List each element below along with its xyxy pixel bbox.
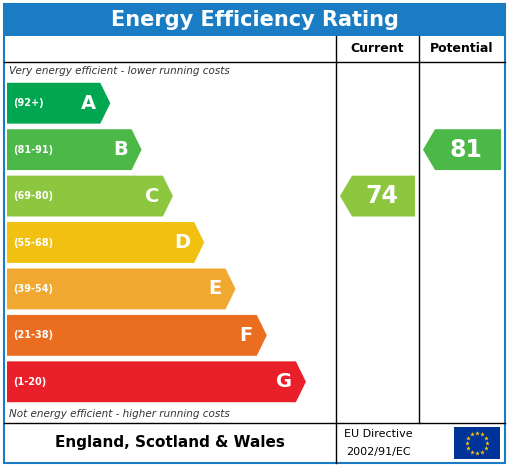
Polygon shape [7, 269, 236, 309]
Polygon shape [340, 176, 415, 217]
Text: G: G [276, 372, 292, 391]
Text: Very energy efficient - lower running costs: Very energy efficient - lower running co… [9, 66, 230, 76]
Polygon shape [7, 83, 110, 124]
Text: (39-54): (39-54) [13, 284, 53, 294]
Text: 74: 74 [365, 184, 398, 208]
Text: 81: 81 [449, 138, 483, 162]
Polygon shape [7, 315, 267, 356]
Text: (69-80): (69-80) [13, 191, 53, 201]
Polygon shape [7, 129, 142, 170]
Polygon shape [423, 129, 501, 170]
Text: Current: Current [351, 42, 404, 56]
Text: (92+): (92+) [13, 98, 44, 108]
Bar [4, 4, 505, 36]
Text: Energy Efficiency Rating: Energy Efficiency Rating [110, 10, 399, 30]
Text: (21-38): (21-38) [13, 330, 53, 340]
Text: (1-20): (1-20) [13, 377, 46, 387]
Text: England, Scotland & Wales: England, Scotland & Wales [55, 436, 285, 451]
Text: (81-91): (81-91) [13, 145, 53, 155]
Text: Potential: Potential [430, 42, 494, 56]
Text: 2002/91/EC: 2002/91/EC [346, 447, 410, 457]
Text: B: B [113, 140, 128, 159]
Polygon shape [7, 222, 204, 263]
Text: EU Directive: EU Directive [344, 429, 412, 439]
Text: (55-68): (55-68) [13, 238, 53, 248]
Text: A: A [81, 94, 96, 113]
Text: E: E [208, 279, 221, 298]
Text: C: C [145, 187, 159, 205]
Text: F: F [240, 326, 253, 345]
Text: Not energy efficient - higher running costs: Not energy efficient - higher running co… [9, 409, 230, 419]
Polygon shape [7, 176, 173, 217]
Text: D: D [174, 233, 190, 252]
Polygon shape [7, 361, 306, 402]
Bar [454, 427, 500, 459]
